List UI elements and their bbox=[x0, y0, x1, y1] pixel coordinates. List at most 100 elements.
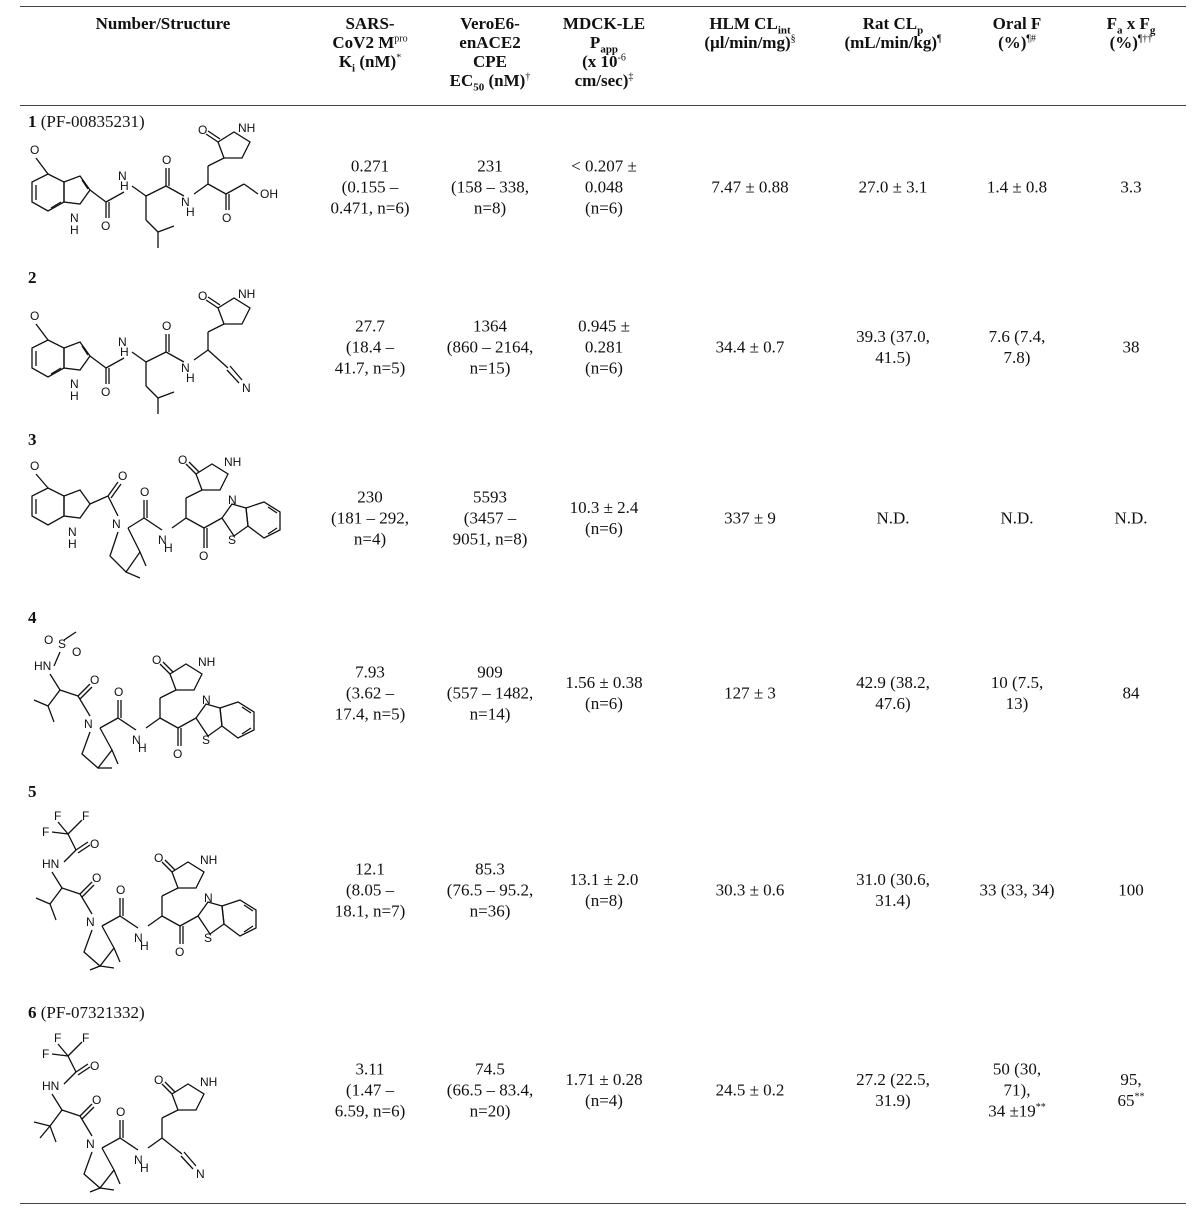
cell-hlm: 34.4 ± 0.7 bbox=[716, 337, 785, 358]
atom-label: F bbox=[54, 809, 61, 823]
cell-line: 71), bbox=[1003, 1080, 1031, 1100]
cell-ec50: 231 (158 – 338, n=8) bbox=[451, 156, 529, 219]
atom-label: N bbox=[84, 717, 93, 731]
atom-label: N bbox=[134, 931, 143, 945]
cell-oralf: 10 (7.5, 13) bbox=[991, 672, 1043, 714]
atom-label: NH bbox=[198, 655, 215, 669]
cell-line: 12.1 bbox=[355, 859, 385, 879]
atom-label: O bbox=[92, 1093, 101, 1107]
compound-label: 5 bbox=[28, 782, 37, 802]
cell-papp: 1.56 ± 0.38 (n=6) bbox=[565, 672, 642, 714]
atom-label: N bbox=[196, 1167, 205, 1181]
cell-ec50: 1364 (860 – 2164, n=15) bbox=[447, 316, 533, 379]
atom-label: O bbox=[198, 123, 207, 137]
compound-number: 2 bbox=[28, 268, 37, 287]
atom-label: N bbox=[86, 915, 95, 929]
cell-line: 24.5 ± 0.2 bbox=[715, 1080, 785, 1100]
header-structure: Number/Structure bbox=[83, 14, 243, 33]
atom-label: O bbox=[92, 871, 101, 885]
atom-label: O bbox=[90, 1059, 99, 1073]
atom-label: H bbox=[164, 541, 173, 555]
cell-line: n=4) bbox=[353, 529, 387, 549]
atom-label: H bbox=[140, 939, 149, 953]
header-ki: SARS- CoV2 Mpro Ki (nM)* bbox=[290, 14, 450, 75]
cell-line: 6.59, n=6) bbox=[334, 1101, 406, 1121]
cell-papp: 0.945 ±0.281 (n=6) bbox=[578, 316, 630, 379]
compound-number: 6 bbox=[28, 1003, 37, 1022]
cell-line: 84 bbox=[1122, 683, 1140, 703]
atom-label: H bbox=[70, 223, 79, 237]
header-line: Ki (nM)* bbox=[338, 52, 402, 75]
header-ec50: VeroE6- enACE2 CPE EC50 (nM)† bbox=[410, 14, 570, 93]
header-line: Papp bbox=[589, 33, 619, 56]
atom-label: N bbox=[242, 381, 251, 395]
compound-label: 4 bbox=[28, 608, 37, 628]
atom-label: N bbox=[202, 693, 211, 707]
cell-ratcl: 42.9 (38.2, 47.6) bbox=[856, 672, 930, 714]
atom-label: NH bbox=[200, 853, 217, 867]
cell-line: 17.4, n=5) bbox=[334, 704, 406, 724]
header-line: Oral F bbox=[992, 14, 1042, 33]
atom-label: H bbox=[138, 741, 147, 755]
atom-label: O bbox=[154, 851, 163, 865]
cell-line: 0.471, n=6) bbox=[330, 198, 410, 218]
atom-label: O bbox=[114, 685, 123, 699]
cell-line: 1.56 ± 0.38 bbox=[565, 673, 643, 692]
compound-number: 3 bbox=[28, 430, 37, 449]
cell-line: 47.6) bbox=[875, 694, 911, 713]
cell-line: 42.9 (38.2, bbox=[856, 673, 930, 692]
atom-label: N bbox=[70, 211, 79, 225]
atom-label: H bbox=[186, 205, 195, 219]
cell-line: 34 ±19** bbox=[988, 1101, 1046, 1121]
header-line: SARS- bbox=[345, 14, 395, 33]
cell-line: n=8) bbox=[473, 198, 507, 218]
cell-oralf: N.D. bbox=[1000, 508, 1033, 529]
header-line: CPE bbox=[473, 52, 507, 71]
header-line: enACE2 bbox=[459, 33, 521, 52]
cell-line: (66.5 – 83.4, bbox=[446, 1080, 534, 1100]
atom-label: NH bbox=[224, 455, 241, 469]
cell-line: (n=6) bbox=[585, 198, 623, 218]
atom-label: F bbox=[82, 809, 89, 823]
compound-code: (PF-00835231) bbox=[36, 112, 145, 131]
cell-line: 95, bbox=[1120, 1070, 1142, 1089]
atom-label: NH bbox=[238, 287, 255, 301]
cell-line: (0.155 – bbox=[341, 177, 399, 197]
atom-label: H bbox=[140, 1161, 149, 1175]
structure-4: O S O HN O N O N H O N S bbox=[33, 631, 255, 769]
cell-line: 7.93 bbox=[355, 662, 385, 682]
structure-2: O N H O H N O N H N O NH bbox=[30, 287, 255, 414]
atom-label: H bbox=[120, 179, 129, 193]
cell-line: 27.7 bbox=[355, 316, 385, 336]
atom-label: O bbox=[90, 837, 99, 851]
cell-ki: 3.11 (1.47 –6.59, n=6) bbox=[335, 1059, 406, 1122]
atom-label: O bbox=[116, 883, 125, 897]
atom-label: N bbox=[68, 525, 77, 539]
atom-label: O bbox=[118, 469, 127, 483]
cell-line: 27.0 ± 3.1 bbox=[858, 177, 928, 197]
cell-line: 100 bbox=[1118, 880, 1144, 900]
cell-ratcl: N.D. bbox=[876, 508, 909, 529]
cell-line: 38 bbox=[1122, 337, 1140, 357]
cell-line: 41.5) bbox=[875, 348, 911, 367]
cell-oralf: 1.4 ± 0.8 bbox=[987, 177, 1047, 198]
cell-ec50: 85.3 (76.5 – 95.2, n=36) bbox=[447, 859, 533, 922]
compound-code: (PF-07321332) bbox=[36, 1003, 145, 1022]
cell-line: 0.281 bbox=[584, 337, 624, 357]
cell-ratcl: 27.0 ± 3.1 bbox=[859, 177, 928, 198]
cell-line: < 0.207 ± bbox=[571, 156, 637, 176]
cell-fafg: 84 bbox=[1123, 683, 1140, 704]
cell-line: 3.11 bbox=[355, 1059, 385, 1079]
atom-label: O bbox=[30, 459, 39, 473]
atom-label: O bbox=[175, 945, 184, 959]
header-line: (mL/min/kg)¶ bbox=[844, 33, 942, 52]
structure-6: F F F O HN O N O N H N bbox=[33, 1031, 217, 1193]
atom-label: O bbox=[72, 645, 81, 659]
cell-line: 13.1 ± 2.0 bbox=[569, 870, 639, 889]
cell-line: (n=6) bbox=[585, 358, 623, 378]
atom-label: N bbox=[134, 1153, 143, 1167]
atom-label: S bbox=[202, 733, 210, 747]
cell-oralf: 7.6 (7.4, 7.8) bbox=[989, 326, 1046, 368]
atom-label: H bbox=[120, 345, 129, 359]
header-line: CoV2 Mpro bbox=[332, 33, 408, 52]
